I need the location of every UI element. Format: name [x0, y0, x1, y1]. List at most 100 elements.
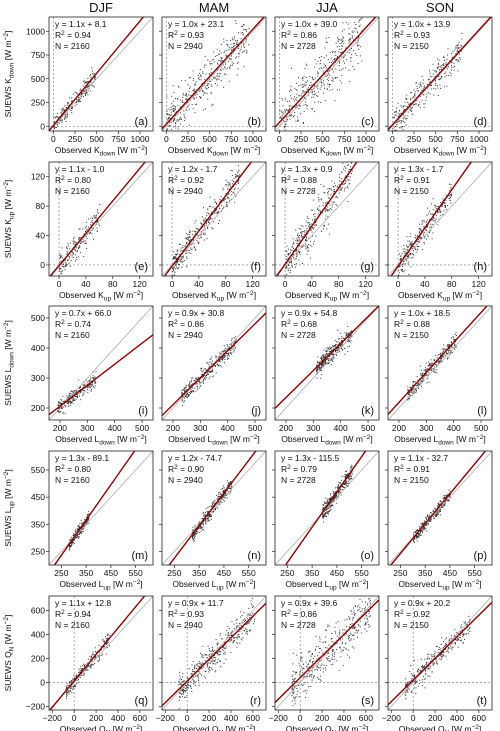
data-point — [426, 374, 428, 376]
data-point — [183, 389, 185, 391]
data-point — [176, 111, 177, 113]
data-point — [242, 34, 244, 36]
data-point — [347, 178, 349, 180]
data-point — [243, 46, 245, 48]
data-point — [328, 61, 330, 63]
data-point — [345, 22, 347, 24]
data-point — [223, 38, 225, 40]
data-point — [294, 87, 296, 89]
data-point — [345, 187, 347, 189]
data-point — [208, 520, 210, 522]
data-point — [303, 85, 305, 87]
data-point — [235, 184, 237, 186]
data-point — [461, 50, 463, 52]
data-point — [62, 108, 64, 110]
data-point — [76, 535, 78, 537]
data-point — [64, 116, 66, 118]
data-point — [73, 397, 75, 399]
data-point — [74, 534, 76, 536]
data-point — [198, 72, 200, 74]
data-point — [285, 99, 287, 101]
data-point — [83, 256, 85, 257]
data-point — [326, 351, 328, 352]
data-point — [342, 183, 344, 185]
data-point — [321, 366, 323, 368]
data-point — [218, 222, 219, 224]
data-point — [312, 209, 314, 211]
data-point — [340, 39, 342, 41]
data-point — [204, 234, 206, 235]
data-point — [311, 108, 313, 110]
x-axis-label-sub: down — [326, 151, 342, 158]
data-point — [316, 224, 318, 226]
data-point — [438, 75, 439, 77]
data-point — [184, 120, 186, 122]
data-point — [351, 336, 353, 338]
data-point — [327, 353, 329, 355]
data-point — [248, 44, 250, 46]
data-point — [168, 113, 170, 115]
data-point — [194, 84, 196, 86]
data-point — [212, 228, 214, 229]
data-point — [220, 501, 222, 503]
data-point — [81, 240, 82, 242]
x-axis-label: Observed Kdown [W m−2] — [281, 145, 373, 158]
data-point — [333, 202, 335, 204]
data-point — [209, 372, 211, 374]
data-point — [78, 536, 80, 538]
data-point — [224, 350, 225, 351]
r2-prefix: R — [281, 175, 287, 185]
data-point — [309, 240, 311, 242]
data-point — [448, 351, 449, 353]
data-point — [179, 123, 181, 125]
x-axis-label-close: ] — [484, 145, 486, 155]
data-point — [200, 236, 202, 238]
data-point — [207, 227, 209, 228]
data-point — [200, 370, 202, 372]
data-point — [446, 352, 448, 354]
data-point — [70, 401, 72, 403]
data-point — [418, 104, 420, 106]
data-point — [201, 223, 203, 225]
data-point — [302, 77, 304, 79]
data-point — [334, 58, 336, 60]
data-point — [414, 246, 416, 248]
data-point — [404, 105, 406, 107]
fit-equation: y = 1.3x + 0.9 — [281, 164, 333, 174]
data-point — [326, 363, 328, 365]
data-point — [213, 76, 215, 78]
data-point — [302, 87, 304, 88]
data-point — [63, 406, 65, 408]
data-point — [318, 365, 320, 367]
data-point — [399, 133, 400, 134]
data-point — [317, 361, 319, 362]
data-point — [193, 390, 194, 392]
data-point — [174, 112, 176, 114]
data-point — [70, 400, 71, 402]
data-point — [204, 368, 206, 370]
data-point — [212, 213, 214, 215]
data-point — [83, 393, 85, 395]
data-point — [296, 238, 298, 240]
data-point — [432, 213, 434, 215]
data-point — [64, 412, 66, 414]
data-point — [204, 239, 205, 241]
data-point — [63, 118, 65, 120]
data-point — [440, 87, 442, 89]
data-point — [339, 173, 341, 175]
data-point — [407, 399, 409, 401]
data-point — [292, 105, 294, 107]
data-point — [448, 344, 450, 346]
data-point — [231, 170, 233, 172]
data-point — [78, 98, 80, 100]
data-point — [447, 205, 449, 206]
data-point — [437, 206, 439, 207]
data-point — [223, 198, 225, 200]
data-point — [284, 121, 286, 123]
data-point — [458, 47, 460, 49]
data-point — [420, 84, 422, 86]
data-point — [206, 222, 207, 224]
data-point — [204, 372, 205, 374]
data-point — [227, 196, 228, 198]
data-point — [336, 343, 338, 345]
